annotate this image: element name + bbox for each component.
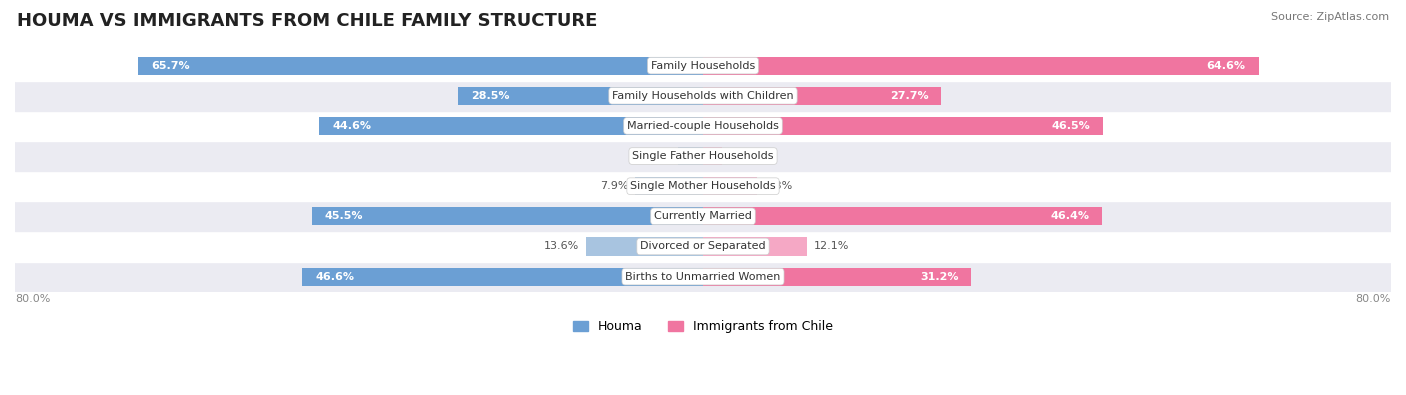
Text: 12.1%: 12.1% bbox=[814, 241, 849, 252]
Bar bbox=[312, 207, 703, 226]
Text: Family Households with Children: Family Households with Children bbox=[612, 91, 794, 101]
Bar bbox=[703, 267, 972, 286]
Text: 46.6%: 46.6% bbox=[315, 272, 354, 282]
Text: Family Households: Family Households bbox=[651, 60, 755, 71]
Text: 44.6%: 44.6% bbox=[332, 121, 371, 131]
Legend: Houma, Immigrants from Chile: Houma, Immigrants from Chile bbox=[568, 316, 838, 339]
Bar bbox=[319, 117, 703, 135]
Text: Source: ZipAtlas.com: Source: ZipAtlas.com bbox=[1271, 12, 1389, 22]
Bar bbox=[703, 56, 1258, 75]
Bar bbox=[138, 56, 703, 75]
Bar bbox=[636, 177, 703, 195]
Bar bbox=[15, 261, 1391, 292]
Bar bbox=[703, 237, 807, 256]
Bar bbox=[678, 147, 703, 165]
Text: Single Mother Households: Single Mother Households bbox=[630, 181, 776, 191]
Bar bbox=[586, 237, 703, 256]
Bar bbox=[302, 267, 703, 286]
Text: 31.2%: 31.2% bbox=[920, 272, 959, 282]
Text: 13.6%: 13.6% bbox=[544, 241, 579, 252]
Text: 64.6%: 64.6% bbox=[1206, 60, 1246, 71]
Text: 28.5%: 28.5% bbox=[471, 91, 509, 101]
Text: 45.5%: 45.5% bbox=[325, 211, 363, 221]
Bar bbox=[458, 87, 703, 105]
Text: 46.5%: 46.5% bbox=[1052, 121, 1090, 131]
Text: 80.0%: 80.0% bbox=[1355, 294, 1391, 304]
Text: Births to Unmarried Women: Births to Unmarried Women bbox=[626, 272, 780, 282]
Text: Married-couple Households: Married-couple Households bbox=[627, 121, 779, 131]
Bar bbox=[15, 231, 1391, 261]
Text: 27.7%: 27.7% bbox=[890, 91, 928, 101]
Bar bbox=[15, 81, 1391, 111]
Bar bbox=[703, 177, 758, 195]
Bar bbox=[703, 87, 941, 105]
Bar bbox=[703, 147, 721, 165]
Bar bbox=[15, 141, 1391, 171]
Text: HOUMA VS IMMIGRANTS FROM CHILE FAMILY STRUCTURE: HOUMA VS IMMIGRANTS FROM CHILE FAMILY ST… bbox=[17, 12, 598, 30]
Text: Currently Married: Currently Married bbox=[654, 211, 752, 221]
Bar bbox=[15, 171, 1391, 201]
Bar bbox=[703, 207, 1102, 226]
Text: 65.7%: 65.7% bbox=[150, 60, 190, 71]
Text: 46.4%: 46.4% bbox=[1050, 211, 1090, 221]
Bar bbox=[15, 51, 1391, 81]
Text: 80.0%: 80.0% bbox=[15, 294, 51, 304]
Text: Divorced or Separated: Divorced or Separated bbox=[640, 241, 766, 252]
Bar bbox=[703, 117, 1102, 135]
Text: Single Father Households: Single Father Households bbox=[633, 151, 773, 161]
Bar bbox=[15, 201, 1391, 231]
Text: 7.9%: 7.9% bbox=[600, 181, 628, 191]
Text: 2.2%: 2.2% bbox=[728, 151, 758, 161]
Text: 6.3%: 6.3% bbox=[763, 181, 793, 191]
Text: 2.9%: 2.9% bbox=[643, 151, 671, 161]
Bar bbox=[15, 111, 1391, 141]
